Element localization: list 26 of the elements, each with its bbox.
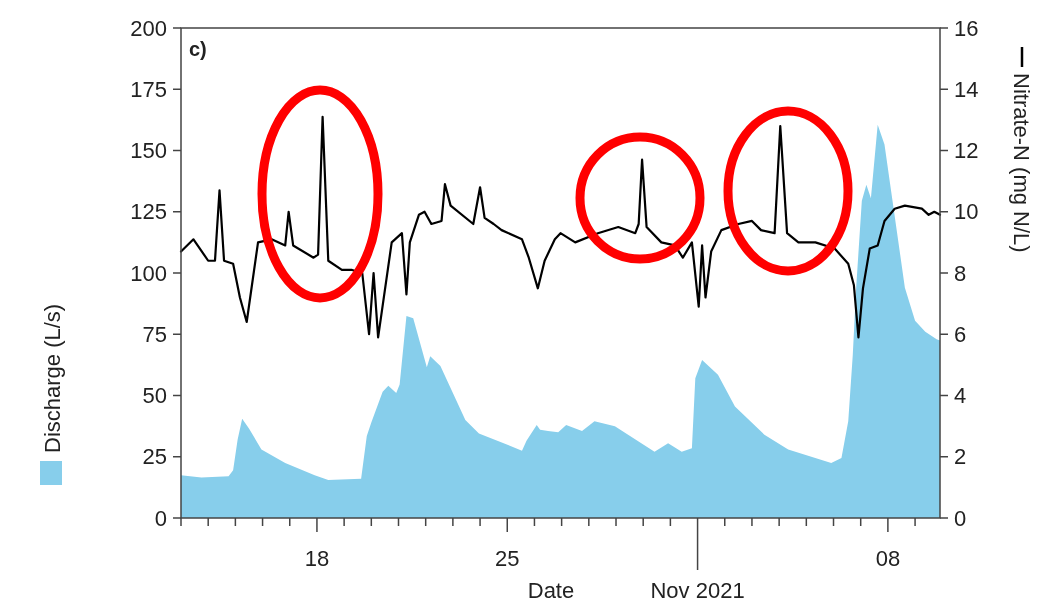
x-tick-label: 08 [875, 546, 901, 571]
y-tick-label: 100 [130, 260, 167, 286]
y2-tick-label: 2 [954, 444, 967, 470]
x-tick-label: 18 [304, 546, 330, 571]
y-tick-label: 0 [154, 505, 167, 531]
x-tick-label: 25 [495, 546, 520, 571]
annotation: c) [189, 38, 207, 60]
y-tick-label: 75 [142, 321, 167, 347]
y-axis-title: Discharge (L/s) [39, 303, 65, 453]
x-axis-title: Date [527, 578, 575, 603]
y-tick-label: 150 [130, 138, 167, 164]
y2-tick-label: 16 [954, 15, 979, 41]
annotation: Nov 2021 [650, 578, 745, 603]
y-tick-label: 200 [130, 15, 167, 41]
y2-tick-label: 4 [954, 383, 967, 409]
y-tick-label: 125 [130, 199, 167, 225]
y2-tick-label: 12 [954, 138, 979, 164]
y2-tick-label: 8 [954, 260, 967, 286]
y-tick-label: 50 [142, 383, 167, 409]
y2-tick-label: 14 [954, 76, 979, 102]
y-tick-label: 175 [130, 76, 167, 102]
y2-tick-label: 0 [954, 505, 967, 531]
y-tick-label: 25 [142, 444, 167, 470]
y2-tick-label: 10 [954, 199, 979, 225]
y2-tick-label: 6 [954, 321, 967, 347]
y2-axis-title: Nitrate-N (mg N/L) [1009, 73, 1035, 253]
